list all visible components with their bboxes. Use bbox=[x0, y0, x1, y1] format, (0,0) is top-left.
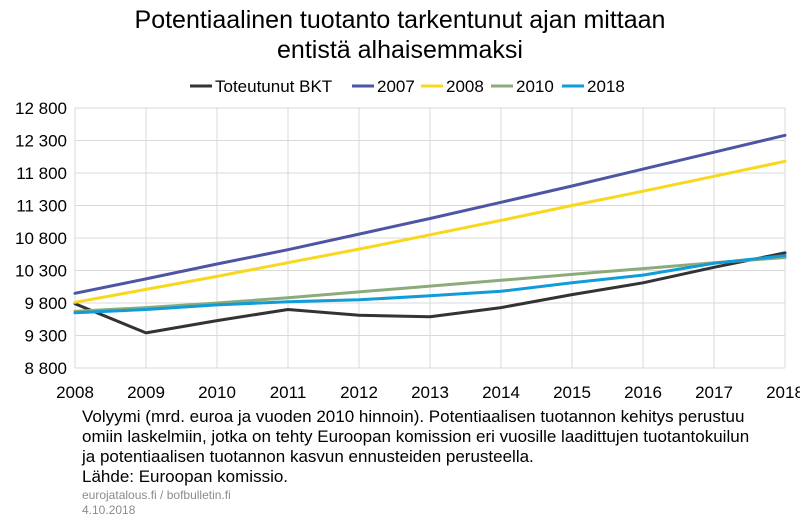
y-tick-label: 11 300 bbox=[16, 197, 67, 216]
y-tick-label: 10 800 bbox=[15, 229, 67, 248]
line-chart: 8 800 9 300 9 800 10 300 10 800 11 300 11 800 1… bbox=[15, 77, 800, 402]
x-tick-label: 2014 bbox=[482, 383, 520, 402]
legend-label: 2008 bbox=[446, 77, 484, 96]
x-tick-label: 2016 bbox=[624, 383, 662, 402]
source-line: Lähde: Euroopan komissio. bbox=[82, 467, 289, 486]
x-tick-label: 2011 bbox=[270, 383, 307, 402]
legend-label: 2007 bbox=[377, 77, 415, 96]
x-tick-label: 2013 bbox=[411, 383, 449, 402]
note-line-1: Volyymi (mrd. euroa ja vuoden 2010 hinno… bbox=[82, 407, 745, 426]
x-tick-label: 2015 bbox=[553, 383, 591, 402]
x-tick-label: 2018 bbox=[766, 383, 800, 402]
series-line-2007 bbox=[73, 133, 787, 295]
x-tick-label: 2008 bbox=[56, 383, 94, 402]
series-line-2008 bbox=[73, 159, 787, 304]
source-site: eurojatalous.fi / bofbulletin.fi bbox=[82, 488, 231, 502]
y-tick-label: 9 300 bbox=[24, 327, 67, 346]
series-line-toteutunut-bkt bbox=[73, 251, 787, 335]
series-line-2018 bbox=[73, 254, 787, 315]
x-tick-label: 2010 bbox=[198, 383, 236, 402]
legend-label: 2018 bbox=[587, 77, 625, 96]
y-tick-label: 9 800 bbox=[24, 294, 67, 313]
chart-title-line-2: entistä alhaisemmaksi bbox=[277, 36, 523, 64]
legend-label: Toteutunut BKT bbox=[215, 77, 332, 96]
legend-label: 2010 bbox=[516, 77, 554, 96]
note-line-3: ja potentiaalisen tuotannon kasvun ennus… bbox=[82, 447, 534, 466]
y-tick-label: 11 800 bbox=[16, 164, 67, 183]
y-tick-label: 12 300 bbox=[15, 132, 67, 151]
note-line-2: omiin laskelmiin, jotka on tehty Euroopa… bbox=[82, 427, 750, 446]
date-label: 4.10.2018 bbox=[82, 503, 136, 517]
x-tick-label: 2012 bbox=[340, 383, 378, 402]
x-tick-label: 2017 bbox=[695, 383, 733, 402]
x-tick-label: 2009 bbox=[127, 383, 165, 402]
y-tick-label: 8 800 bbox=[24, 359, 67, 378]
series-line-2010 bbox=[73, 256, 787, 313]
chart-title-line-1: Potentiaalinen tuotanto tarkentunut ajan… bbox=[134, 6, 666, 34]
y-tick-label: 10 300 bbox=[15, 262, 67, 281]
y-tick-label: 12 800 bbox=[15, 99, 67, 118]
